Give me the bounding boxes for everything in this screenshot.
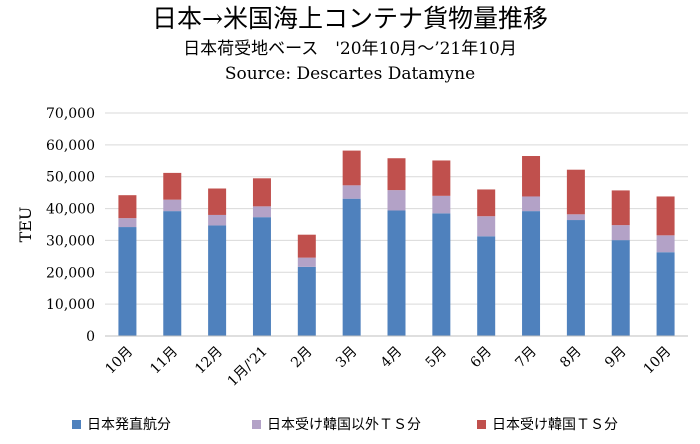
- bar-segment-3: [522, 156, 541, 197]
- y-tick-label: 20,000: [46, 265, 95, 281]
- legend-swatch: [252, 419, 261, 429]
- bar-segment-3: [477, 189, 496, 217]
- y-tick-label: 10,000: [46, 297, 95, 313]
- y-tick-label: 70,000: [46, 106, 95, 122]
- x-tick-label: 5月: [423, 344, 451, 372]
- bar-segment-1: [432, 213, 451, 336]
- x-tick-label: 4月: [378, 344, 406, 372]
- legend-item: 日本受け韓国以外ＴＳ分: [252, 414, 421, 434]
- bar-segment-3: [387, 158, 406, 191]
- x-tick-label: 10月: [102, 344, 136, 378]
- bar-segment-3: [163, 172, 182, 200]
- bar-segment-2: [611, 225, 630, 241]
- bar-segment-2: [342, 185, 361, 199]
- bar-segment-1: [387, 210, 406, 336]
- bar-segment-1: [118, 227, 137, 336]
- x-tick-label: 3月: [333, 344, 361, 372]
- x-tick-label: 10月: [641, 344, 675, 378]
- bar-segment-1: [611, 240, 630, 336]
- bar-segment-2: [208, 214, 227, 226]
- y-tick-label: 0: [86, 329, 95, 345]
- bar-segment-2: [118, 218, 137, 228]
- chart-subtitle: 日本荷受地ベース '20年10月～’21年10月: [183, 39, 517, 59]
- bar-segment-3: [118, 195, 137, 219]
- bar-segment-1: [208, 225, 227, 336]
- bar-segment-1: [522, 211, 541, 336]
- bar-segment-3: [252, 178, 271, 207]
- y-tick-label: 50,000: [46, 170, 95, 186]
- bar-segment-1: [163, 211, 182, 336]
- legend-label: 日本受け韓国ＴＳ分: [492, 417, 618, 433]
- bar-segment-3: [656, 196, 675, 236]
- bar-segment-2: [252, 206, 271, 218]
- bar-segment-3: [342, 150, 361, 186]
- x-tick-label: 1月/'21: [225, 344, 271, 390]
- bar-segment-1: [477, 236, 496, 336]
- x-tick-label: 9月: [602, 344, 630, 372]
- bar-segment-3: [208, 188, 227, 215]
- y-axis-label: TEU: [16, 207, 35, 243]
- x-tick-label: 6月: [467, 344, 495, 372]
- chart-source: Source: Descartes Datamyne: [224, 64, 476, 84]
- bar-segment-1: [342, 198, 361, 336]
- chart-legend: 日本発直航分 日本受け韓国以外ＴＳ分 日本受け韓国ＴＳ分: [0, 414, 700, 438]
- legend-label: 日本発直航分: [87, 417, 171, 433]
- x-tick-label: 11月: [147, 344, 181, 378]
- bar-segment-1: [297, 266, 316, 336]
- y-tick-label: 40,000: [46, 202, 95, 218]
- bar-segment-3: [432, 160, 451, 196]
- bar-segment-2: [387, 190, 406, 211]
- bar-segment-2: [566, 214, 585, 221]
- legend-swatch: [72, 419, 81, 429]
- legend-swatch: [477, 419, 486, 429]
- legend-item: 日本受け韓国ＴＳ分: [477, 414, 618, 434]
- bar-segment-3: [566, 169, 585, 215]
- bar-segment-1: [566, 220, 585, 336]
- x-tick-label: 2月: [288, 344, 316, 372]
- x-tick-label: 12月: [192, 344, 226, 378]
- bar-segment-1: [252, 217, 271, 336]
- chart-title: 日本→米国海上コンテナ貨物量推移: [152, 4, 548, 33]
- bar-segment-2: [522, 196, 541, 212]
- legend-item: 日本発直航分: [72, 414, 171, 434]
- bar-segment-2: [656, 235, 675, 253]
- bar-segment-2: [163, 199, 182, 212]
- bar-segment-1: [656, 252, 675, 336]
- bar-segment-2: [477, 216, 496, 237]
- y-tick-label: 30,000: [46, 233, 95, 249]
- bar-segment-3: [611, 190, 630, 226]
- y-tick-label: 60,000: [46, 138, 95, 154]
- x-tick-label: 8月: [557, 344, 585, 372]
- bar-segment-2: [432, 195, 451, 214]
- x-tick-label: 7月: [512, 344, 540, 372]
- bar-segment-2: [297, 257, 316, 267]
- bar-segment-3: [297, 234, 316, 258]
- legend-label: 日本受け韓国以外ＴＳ分: [267, 417, 421, 433]
- stacked-bar-chart: 0 10,000 20,000 30,000 40,000 50,000 60,000 70,…: [16, 106, 688, 390]
